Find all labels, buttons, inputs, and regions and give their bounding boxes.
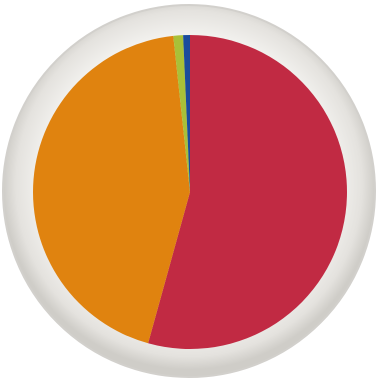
pie-slice — [183, 35, 190, 192]
pie-slice — [148, 35, 348, 349]
pie-slice — [33, 35, 191, 344]
pie — [33, 35, 348, 349]
pie-slice — [173, 35, 190, 193]
